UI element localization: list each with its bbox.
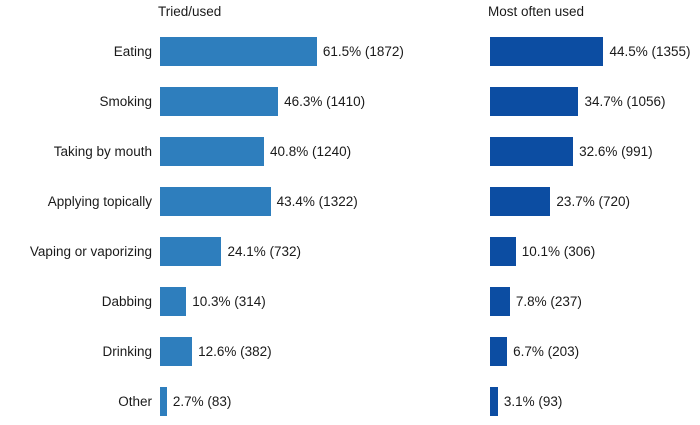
most-often-used-bar	[490, 36, 604, 66]
bar-value-label: 10.3% (314)	[192, 293, 266, 309]
most-often-used-bar	[490, 236, 516, 266]
chart-row: Vaping or vaporizing 24.1% (732) 10.1% (30…	[0, 226, 700, 276]
bar-value-label: 7.8% (237)	[515, 293, 582, 309]
bar-value-label: 12.6% (382)	[198, 343, 272, 359]
tried-used-bar-cell: 24.1% (732)	[160, 236, 490, 266]
most-often-used-bar-cell: 10.1% (306)	[490, 236, 700, 266]
most-often-used-bar-cell: 3.1% (93)	[490, 386, 700, 416]
most-often-used-bar-cell: 34.7% (1056)	[490, 86, 700, 116]
tried-used-bar	[160, 86, 279, 116]
chart-row: Applying topically 43.4% (1322) 23.7% (720…	[0, 176, 700, 226]
bar-value-label: 34.7% (1056)	[584, 93, 666, 109]
tried-used-bar-cell: 2.7% (83)	[160, 386, 490, 416]
most-often-used-bar	[490, 186, 551, 216]
tried-used-bar-cell: 46.3% (1410)	[160, 86, 490, 116]
bar-value-label: 3.1% (93)	[503, 393, 563, 409]
tried-used-bar-cell: 12.6% (382)	[160, 336, 490, 366]
bar-value-label: 32.6% (991)	[579, 143, 653, 159]
chart-row: Eating 61.5% (1872) 44.5% (1355)	[0, 26, 700, 76]
most-often-used-bar	[490, 136, 574, 166]
most-often-used-bar	[490, 336, 508, 366]
tried-used-bar-cell: 43.4% (1322)	[160, 186, 490, 216]
bar-value-label: 23.7% (720)	[556, 193, 630, 209]
chart-rows: Eating 61.5% (1872) 44.5% (1355) Smoking 46.…	[0, 26, 700, 425]
tried-used-bar-cell: 61.5% (1872)	[160, 36, 490, 66]
bar-value-label: 44.5% (1355)	[609, 43, 691, 59]
bar-value-label: 46.3% (1410)	[284, 93, 366, 109]
tried-used-bar	[160, 386, 167, 416]
category-label: Drinking	[102, 343, 152, 359]
tried-used-bar	[160, 336, 193, 366]
chart-row: Drinking 12.6% (382) 6.7% (203)	[0, 326, 700, 376]
most-often-used-bar-cell: 6.7% (203)	[490, 336, 700, 366]
most-often-used-bar-cell: 32.6% (991)	[490, 136, 700, 166]
category-label: Other	[118, 393, 152, 409]
category-label: Taking by mouth	[53, 143, 152, 159]
chart-row: Smoking 46.3% (1410) 34.7% (1056)	[0, 76, 700, 126]
tried-used-bar	[160, 186, 271, 216]
tried-used-bar-cell: 10.3% (314)	[160, 286, 490, 316]
chart-row: Dabbing 10.3% (314) 7.8% (237)	[0, 276, 700, 326]
left-panel-title: Tried/used	[158, 4, 222, 19]
most-often-used-bar-cell: 44.5% (1355)	[490, 36, 700, 66]
bar-value-label: 6.7% (203)	[513, 343, 580, 359]
bar-value-label: 10.1% (306)	[521, 243, 596, 259]
category-label: Applying topically	[47, 193, 152, 209]
right-panel-title-cell: Most often used	[488, 4, 700, 20]
most-often-used-bar-cell: 7.8% (237)	[490, 286, 700, 316]
most-often-used-bar-cell: 23.7% (720)	[490, 186, 700, 216]
chart-row: Taking by mouth 40.8% (1240) 32.6% (991)	[0, 126, 700, 176]
most-often-used-bar	[490, 386, 498, 416]
left-panel-title-cell: Tried/used	[158, 4, 490, 20]
tried-used-bar	[160, 286, 187, 316]
chart-row: Other 2.7% (83) 3.1% (93)	[0, 376, 700, 425]
category-label: Dabbing	[101, 293, 152, 309]
panel-titles: Tried/used Most often used	[0, 4, 700, 26]
most-often-used-bar	[490, 86, 579, 116]
category-label: Vaping or vaporizing	[29, 243, 152, 259]
tried-used-bar	[160, 236, 222, 266]
bar-value-label: 61.5% (1872)	[322, 43, 404, 59]
most-often-used-bar	[490, 286, 510, 316]
bar-value-label: 43.4% (1322)	[276, 193, 358, 209]
bar-value-label: 24.1% (732)	[227, 243, 301, 259]
category-label: Eating	[113, 43, 152, 59]
tried-used-bar-cell: 40.8% (1240)	[160, 136, 490, 166]
tried-used-bar	[160, 136, 265, 166]
tried-used-bar	[160, 36, 317, 66]
bar-value-label: 40.8% (1240)	[270, 143, 352, 159]
right-panel-title: Most often used	[488, 4, 585, 19]
category-label: Smoking	[99, 93, 152, 109]
bar-value-label: 2.7% (83)	[172, 393, 232, 409]
